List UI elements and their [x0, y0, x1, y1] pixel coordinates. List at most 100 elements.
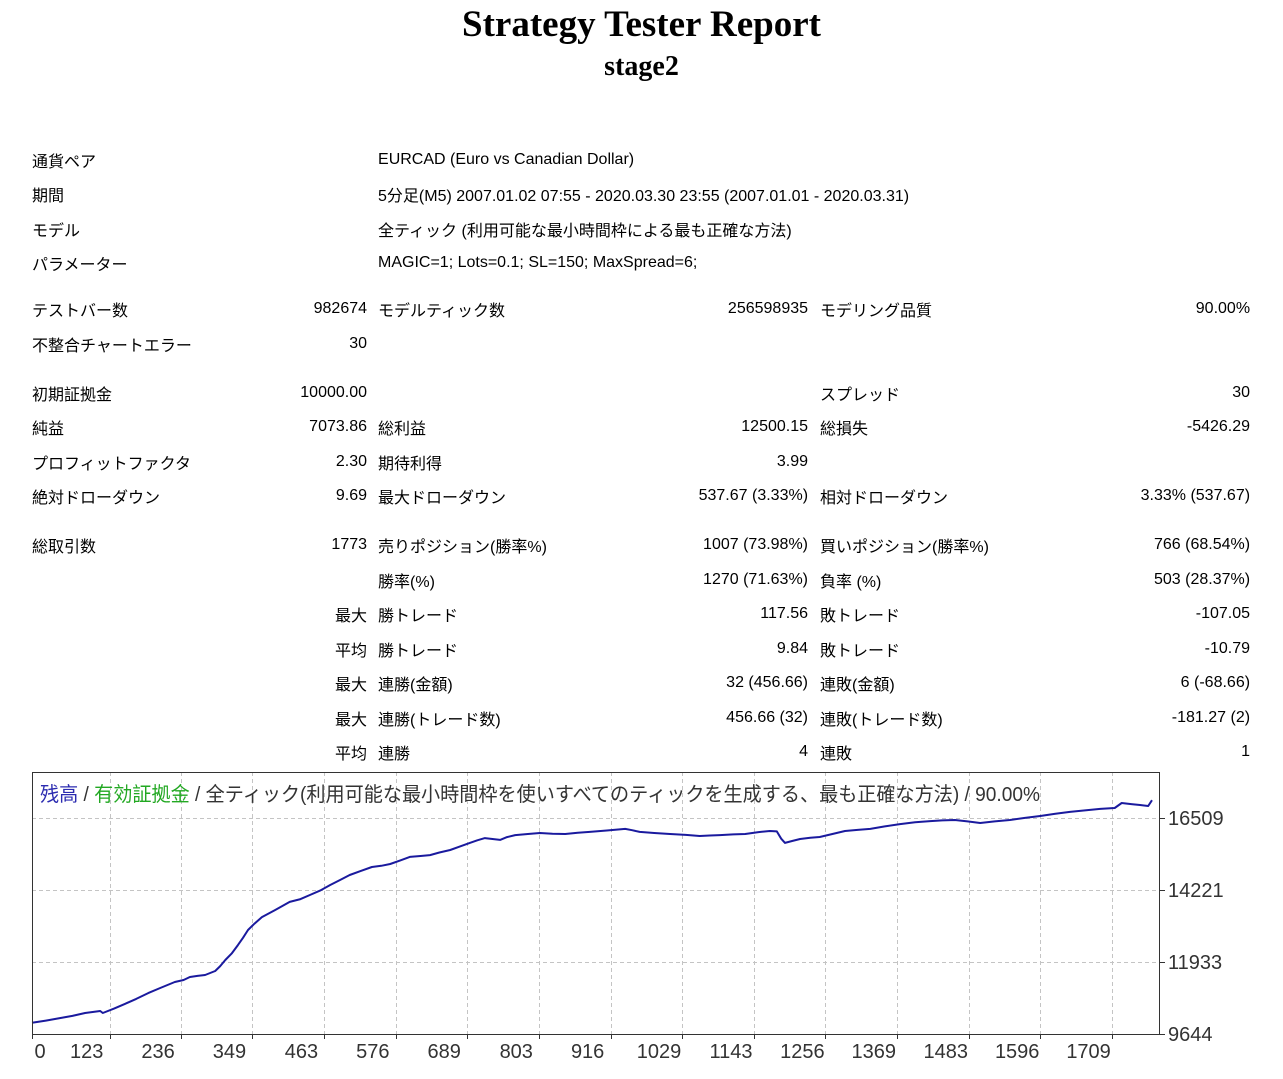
largest-win-label: 勝トレード [378, 608, 459, 626]
max-consecutive-count-label: 最大 [335, 711, 368, 729]
row-max-consecutive-count: 最大 連勝(トレード数) 456.66 (32) 連敗(トレード数) -181.… [32, 700, 1250, 735]
profit-trades-value: 1270 (71.63%) [703, 570, 809, 588]
x-tick-label: 916 [571, 1041, 604, 1063]
period-value: 5分足(M5) 2007.01.02 07:55 - 2020.03.30 23… [378, 188, 910, 206]
average-consecutive-label: 平均 [335, 746, 368, 764]
x-tick-label: 1709 [1066, 1041, 1111, 1063]
net-profit-label: 純益 [32, 421, 65, 439]
row-profit-factor: プロフィットファクタ 2.30 期待利得 3.99 [32, 444, 1250, 478]
spread-label: スプレッド [820, 386, 901, 404]
report-table: 通貨ペア EURCAD (Euro vs Canadian Dollar) 期間… [32, 143, 1250, 769]
total-trades-value: 1773 [331, 536, 368, 554]
gross-profit-label: 総利益 [378, 421, 427, 439]
errors-label: 不整合チャートエラー [32, 337, 192, 355]
row-largest: 最大 勝トレード 117.56 敗トレード -107.05 [32, 597, 1250, 632]
average-loss-value: -10.79 [1204, 639, 1251, 657]
ticks-label: モデルティック数 [378, 303, 506, 321]
row-parameters: パラメーター MAGIC=1; Lots=0.1; SL=150; MaxSpr… [32, 246, 1250, 280]
report-title: Strategy Tester Report [462, 4, 821, 45]
gross-profit-value: 12500.15 [741, 418, 809, 436]
long-positions-value: 766 (68.54%) [1153, 536, 1251, 554]
loss-trades-label: 負率 (%) [820, 573, 882, 591]
bars-label: テストバー数 [32, 303, 129, 321]
average-consecutive-losses-label: 連敗 [820, 746, 853, 764]
row-win-rate: 勝率(%) 1270 (71.63%) 負率 (%) 503 (28.37%) [32, 562, 1250, 597]
profit-factor-label: プロフィットファクタ [32, 455, 192, 473]
x-tick-label: 803 [500, 1041, 533, 1063]
x-tick-label: 236 [141, 1041, 174, 1063]
largest-win-value: 117.56 [760, 605, 809, 623]
quality-label: モデリング品質 [820, 303, 933, 321]
symbol-value: EURCAD (Euro vs Canadian Dollar) [378, 151, 635, 169]
y-tick-label: 14221 [1168, 880, 1224, 902]
consecutive-wins-amount-value: 32 (456.66) [726, 674, 809, 692]
maximal-drawdown-label: 最大ドローダウン [378, 489, 507, 507]
net-profit-value: 7073.86 [309, 418, 368, 436]
average-loss-label: 敗トレード [820, 642, 901, 660]
row-period: 期間 5分足(M5) 2007.01.02 07:55 - 2020.03.30… [32, 177, 1250, 211]
symbol-label: 通貨ペア [32, 154, 97, 172]
row-deposit: 初期証拠金 10000.00 スプレッド 30 [32, 376, 1250, 410]
legend-equity: 有効証拠金 [94, 783, 190, 806]
average-consecutive-wins-value: 4 [799, 743, 809, 761]
x-tick-label: 0 [34, 1041, 45, 1063]
balance-line [31, 799, 1153, 1024]
errors-value: 30 [349, 334, 368, 352]
x-tick-label: 1596 [995, 1041, 1040, 1063]
x-tick-label: 123 [70, 1041, 103, 1063]
largest-loss-value: -107.05 [1195, 605, 1251, 623]
x-tick-label: 1369 [852, 1041, 897, 1063]
spread-value: 30 [1232, 383, 1251, 401]
balance-chart: 残高 / 有効証拠金 / 全ティック(利用可能な最小時間枠を使いすべてのティック… [31, 772, 1224, 1063]
row-bars: テストバー数 982674 モデルティック数 256598935 モデリング品質… [32, 292, 1250, 326]
model-value: 全ティック (利用可能な最小時間枠による最も正確な方法) [378, 222, 792, 240]
spacer [32, 361, 1250, 376]
x-tick-label: 1029 [637, 1041, 682, 1063]
relative-drawdown-value: 3.33% (537.67) [1140, 486, 1251, 504]
average-consecutive-losses-value: 1 [1241, 743, 1251, 761]
row-profit: 純益 7073.86 総利益 12500.15 総損失 -5426.29 [32, 410, 1250, 444]
y-tick-label: 9644 [1168, 1024, 1213, 1046]
bars-value: 982674 [313, 300, 368, 318]
max-consecutive-amount-label: 最大 [335, 677, 368, 695]
row-average-consecutive: 平均 連勝 4 連敗 1 [32, 735, 1250, 770]
x-tick-label: 463 [285, 1041, 318, 1063]
expected-payoff-label: 期待利得 [378, 455, 443, 473]
profit-factor-value: 2.30 [335, 452, 368, 470]
legend-separator: / [965, 784, 971, 806]
short-positions-label: 売りポジション(勝率%) [378, 539, 547, 557]
x-tick-label: 1256 [780, 1041, 825, 1063]
row-errors: 不整合チャートエラー 30 [32, 326, 1250, 360]
x-tick-label: 689 [428, 1041, 461, 1063]
model-label: モデル [32, 222, 81, 240]
row-model: モデル 全ティック (利用可能な最小時間枠による最も正確な方法) [32, 212, 1250, 246]
grid-lines [32, 772, 1160, 1034]
y-tick-label: 11933 [1168, 952, 1222, 974]
average-label: 平均 [335, 642, 368, 660]
consecutive-losses-count-value: -181.27 (2) [1171, 708, 1251, 726]
profit-trades-label: 勝率(%) [378, 573, 435, 591]
consecutive-wins-amount-label: 連勝(金額) [378, 677, 453, 695]
average-win-label: 勝トレード [378, 642, 459, 660]
ticks-value: 256598935 [727, 300, 809, 318]
consecutive-wins-count-label: 連勝(トレード数) [378, 711, 501, 729]
relative-drawdown-label: 相対ドローダウン [820, 489, 949, 507]
short-positions-value: 1007 (73.98%) [703, 536, 809, 554]
gross-loss-label: 総損失 [820, 421, 869, 439]
plot-background [32, 772, 1160, 1034]
quality-value: 90.00% [1195, 300, 1251, 318]
row-max-consecutive-amount: 最大 連勝(金額) 32 (456.66) 連敗(金額) 6 (-68.66) [32, 666, 1250, 701]
loss-trades-value: 503 (28.37%) [1153, 570, 1251, 588]
gross-loss-value: -5426.29 [1186, 418, 1251, 436]
total-trades-label: 総取引数 [32, 539, 97, 557]
consecutive-losses-count-label: 連敗(トレード数) [820, 711, 943, 729]
average-consecutive-wins-label: 連勝 [378, 746, 411, 764]
spacer [32, 280, 1250, 292]
y-tick-label: 16509 [1168, 808, 1224, 830]
largest-loss-label: 敗トレード [820, 608, 901, 626]
y-axis: 16509 14221 11933 9644 [1160, 808, 1224, 1046]
legend-quality: 90.00% [975, 784, 1040, 806]
legend-model: 全ティック(利用可能な最小時間枠を使いすべてのティックを生成する、最も正確な方法… [206, 783, 960, 806]
chart-legend: 残高 / 有効証拠金 / 全ティック(利用可能な最小時間枠を使いすべてのティック… [40, 783, 1040, 806]
long-positions-label: 買いポジション(勝率%) [820, 539, 989, 557]
